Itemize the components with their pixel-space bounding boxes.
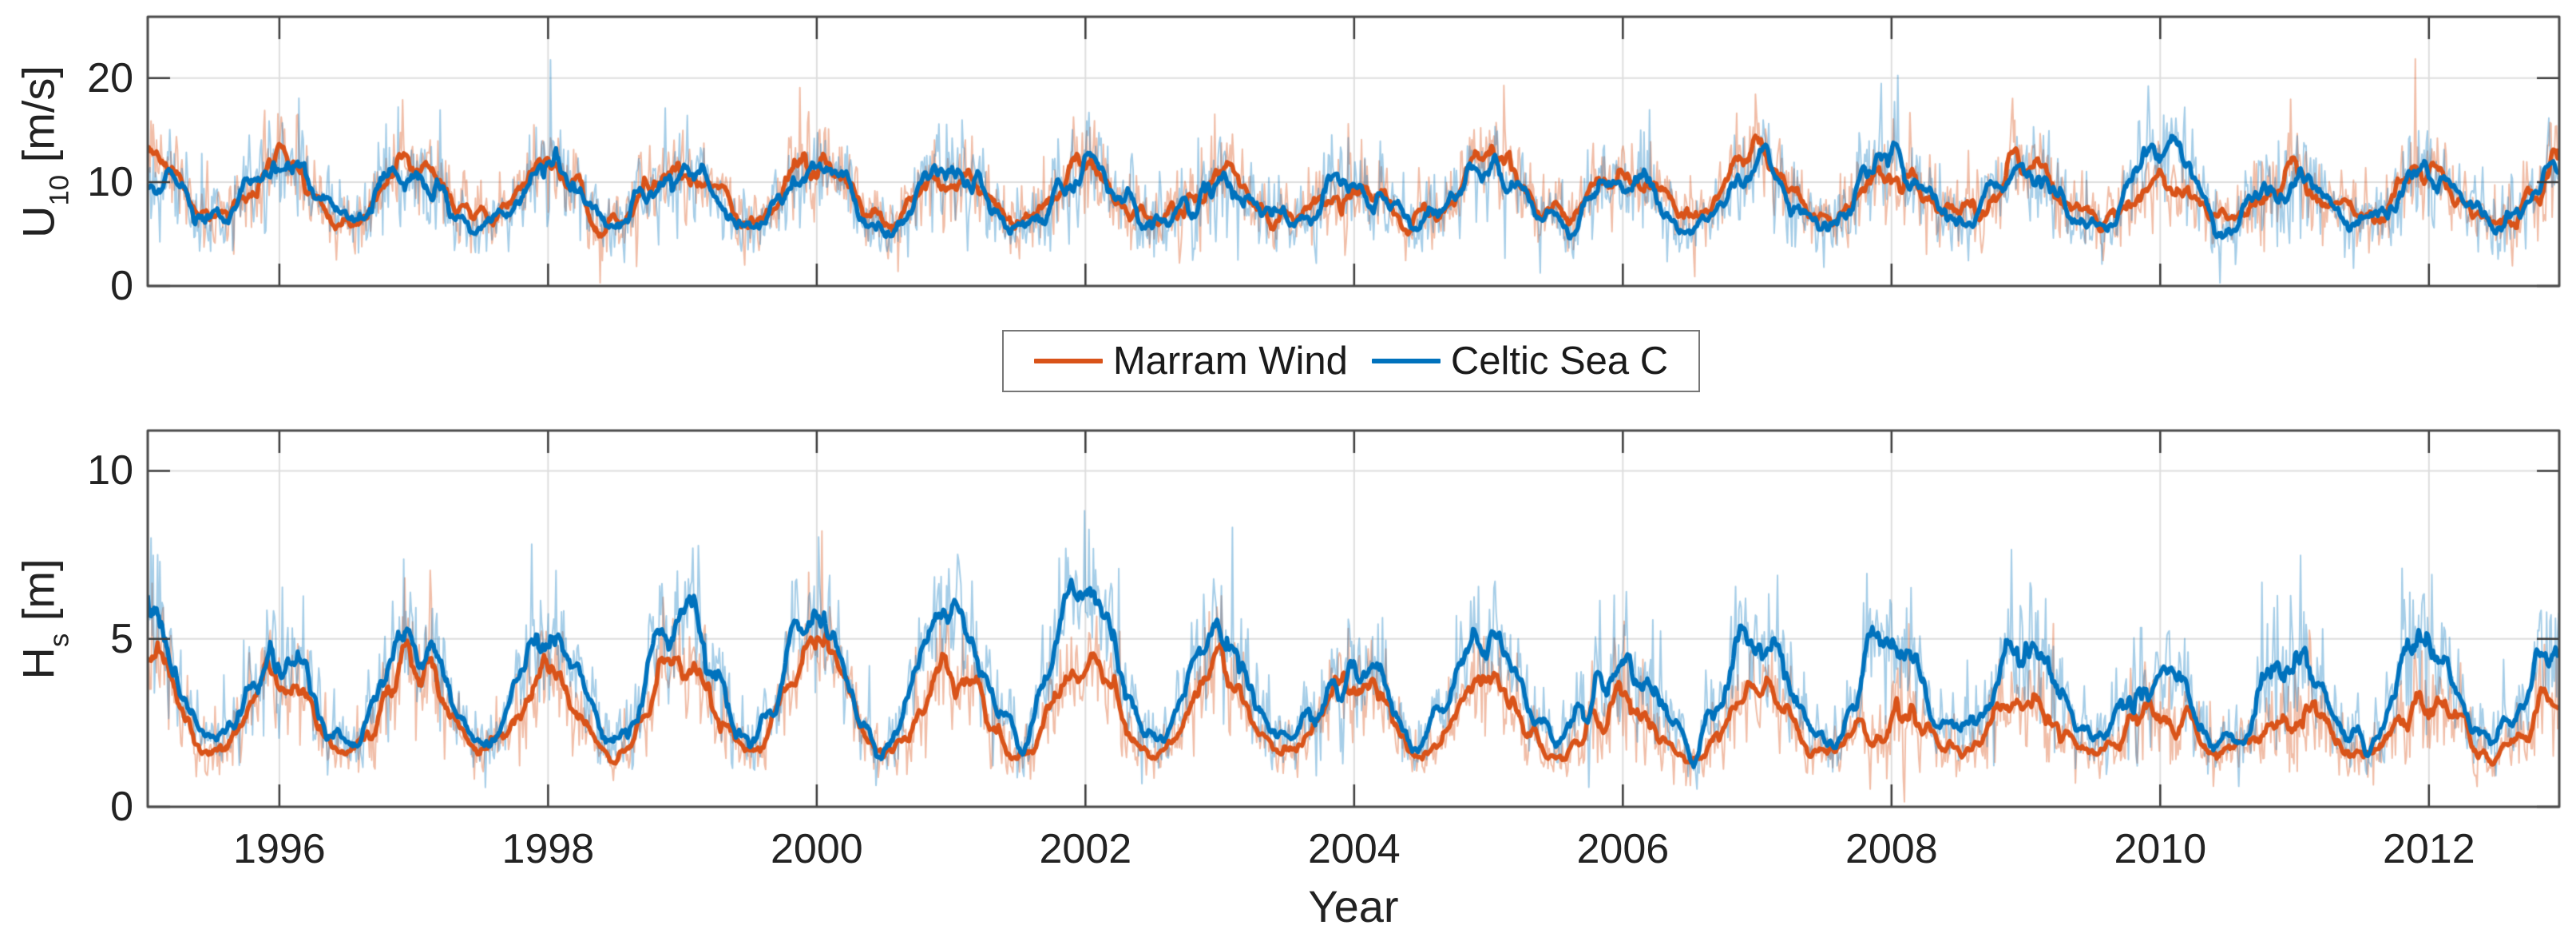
x-tick-label-2008: 2008 [1845,826,1938,872]
y-tick-label-0: 0 [110,263,133,309]
legend-label-celtic-sea-c: Celtic Sea C [1450,339,1669,383]
x-tick-label-2004: 2004 [1307,826,1401,872]
y-tick-label-10: 10 [87,447,133,494]
legend-line-sample-celtic-sea-c [1371,359,1441,363]
y-tick-label-5: 5 [110,615,133,662]
x-tick-label-2010: 2010 [2114,826,2207,872]
legend-item-marram-wind: Marram Wind [1033,339,1348,383]
x-tick-label-1998: 1998 [501,826,595,872]
legend-label-marram-wind: Marram Wind [1112,339,1348,383]
x-tick-label-2006: 2006 [1576,826,1670,872]
x-tick-label-1996: 1996 [233,826,326,872]
legend-line-sample-marram-wind [1033,359,1103,363]
y-axis-label-u10-prefix: U [13,205,64,238]
x-tick-label-2002: 2002 [1039,826,1132,872]
x-tick-label-2000: 2000 [771,826,863,872]
x-tick-label-2012: 2012 [2382,826,2475,872]
y-tick-label-10: 10 [87,158,133,205]
y-tick-label-20: 20 [87,54,133,101]
legend-item-celtic-sea-c: Celtic Sea C [1371,339,1669,383]
legend: Marram Wind Celtic Sea C [1002,330,1700,392]
x-axis-label: Year [1308,881,1399,931]
y-tick-label-0: 0 [110,784,133,830]
